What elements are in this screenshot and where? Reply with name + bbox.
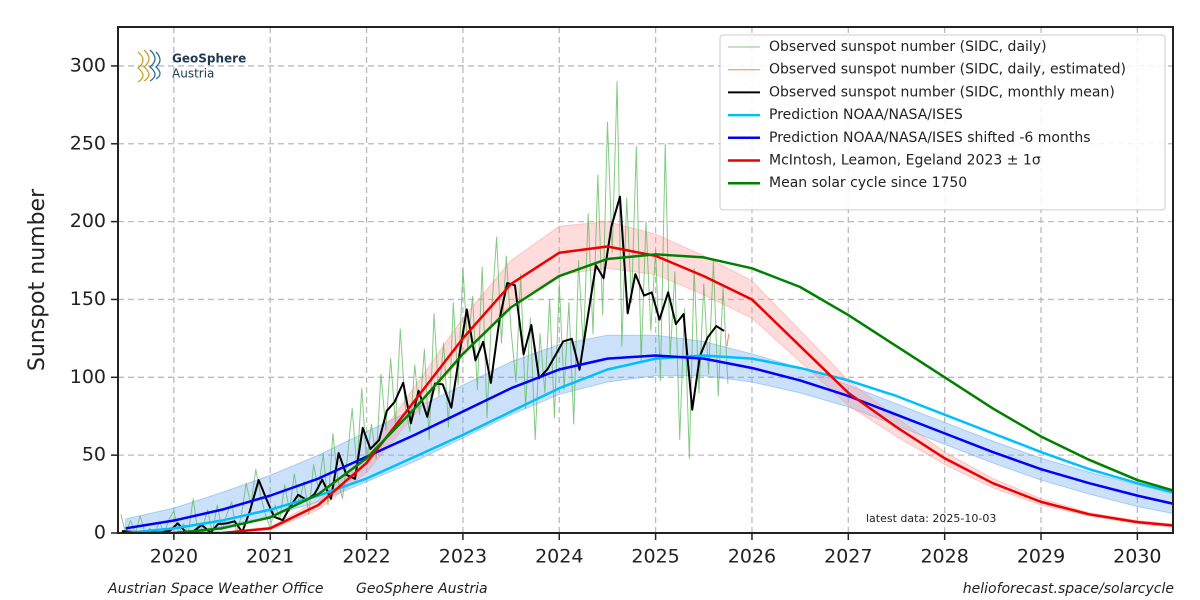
legend-label: Prediction NOAA/NASA/ISES [769,107,963,123]
footer-text: GeoSphere Austria [356,581,488,597]
y-tick-label: 50 [82,444,106,466]
legend-label: Observed sunspot number (SIDC, daily, es… [769,62,1126,78]
footer-text: helioforecast.space/solarcycle [963,581,1174,597]
x-tick-label: 2026 [728,546,776,568]
plot-area [120,80,1173,533]
legend-box [719,34,1166,211]
legend-label: Observed sunspot number (SIDC, daily) [769,39,1047,55]
x-tick-label: 2022 [342,546,390,568]
x-tick-label: 2023 [439,546,487,568]
legend-label: McIntosh, Leamon, Egeland 2023 ± 1σ [769,153,1041,169]
x-tick-label: 2025 [631,546,679,568]
y-tick-label: 100 [70,366,106,388]
y-axis-label: Sunspot number [25,188,50,371]
y-tick-label: 0 [94,522,106,544]
logo-text: GeoSphere [172,52,246,66]
legend-label: Prediction NOAA/NASA/ISES shifted -6 mon… [769,130,1091,146]
series-line [121,195,725,533]
x-tick-label: 2030 [1113,546,1161,568]
annotation: latest data: 2025-10-03 [866,512,996,525]
logo-text: Austria [172,67,214,81]
x-tick-label: 2024 [535,546,583,568]
series-line [726,333,730,347]
legend: Observed sunspot number (SIDC, daily) Obs… [719,34,1166,211]
legend-label: Observed sunspot number (SIDC, monthly m… [769,84,1115,100]
axes-frame [117,26,1174,534]
x-tick-label: 2029 [1017,546,1065,568]
series-line [125,354,1173,533]
y-tick-label: 300 [70,54,106,76]
axes: 2020 2021 2022 2023 2024 2025 2026 2027 2028 2029… [70,54,1162,567]
uncertainty-band [125,334,1173,533]
series-line [125,354,1173,530]
legend-label: Mean solar cycle since 1750 [769,175,967,191]
x-tick-label: 2028 [920,546,968,568]
y-tick-label: 200 [70,210,106,232]
x-tick-label: 2027 [824,546,872,568]
series-line [125,245,1173,533]
y-tick-label: 250 [70,132,106,154]
logo: GeoSphere Austria [136,49,246,83]
series-line [120,80,729,533]
footer-text: Austrian Space Weather Office [107,581,323,597]
series-line [173,253,1173,533]
x-tick-label: 2020 [150,546,198,568]
y-tick-label: 150 [70,288,106,310]
x-tick-label: 2021 [246,546,294,568]
